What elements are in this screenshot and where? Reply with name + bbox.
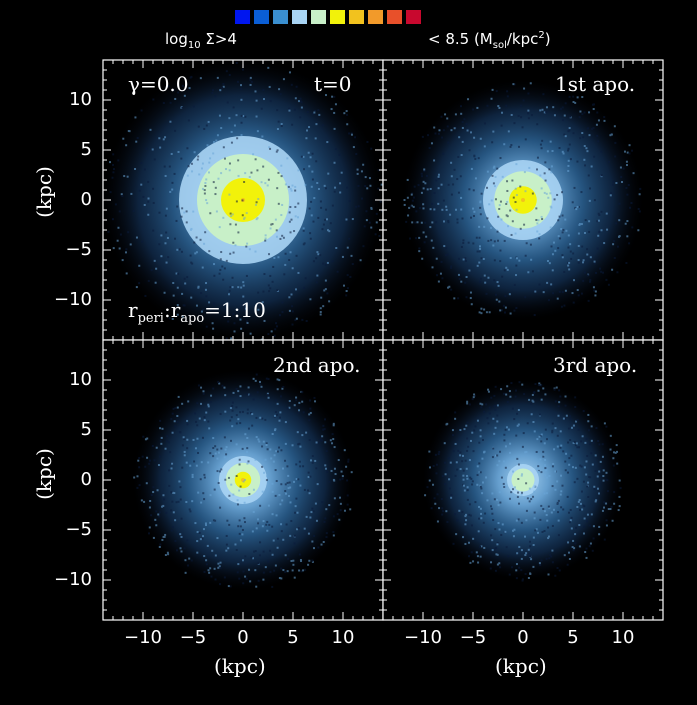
colorbar-swatch-0 (235, 10, 250, 24)
colorbar-label-right: < 8.5 (Msol/kpc2) (428, 30, 551, 51)
density-speckle (133, 373, 353, 588)
colorbar-swatch-6 (349, 10, 364, 24)
ticks (383, 340, 663, 620)
y-tick-label: 0 (80, 469, 92, 490)
panel-apo3 (382, 339, 664, 621)
panel-label-3rd-apo: 3rd apo. (553, 353, 638, 377)
y-tick-label: 0 (80, 189, 92, 210)
density-peak (521, 198, 525, 202)
y-tick-label: −5 (65, 519, 92, 540)
colorbar-swatch-2 (273, 10, 288, 24)
ticks (103, 340, 383, 620)
y-tick-label: −10 (54, 289, 92, 310)
x-tick-label: 5 (567, 627, 579, 648)
y-tick-label: 5 (80, 419, 92, 440)
density-speckle (403, 82, 642, 317)
colorbar-label-left: log10 Σ>4 (165, 30, 237, 51)
x-tick-label: 10 (611, 627, 635, 648)
colorbar (235, 10, 425, 24)
gamma-label: γ=0.0 (128, 72, 189, 96)
colorbar-swatch-7 (368, 10, 383, 24)
panel-t0 (102, 59, 384, 341)
y-tick-label: −10 (54, 569, 92, 590)
x-tick-label: −10 (404, 627, 442, 648)
colorbar-swatch-4 (311, 10, 326, 24)
colorbar-swatch-9 (406, 10, 421, 24)
x-axis-label-right: (kpc) (495, 654, 547, 678)
density-speckle (107, 61, 384, 341)
panel-label-2nd-apo: 2nd apo. (273, 353, 361, 377)
x-axis-label-left: (kpc) (214, 654, 266, 678)
ticks (103, 60, 383, 340)
x-tick-label: 0 (237, 627, 249, 648)
density-speckle (424, 381, 622, 582)
x-tick-label: 0 (517, 627, 529, 648)
panel-apo2 (102, 339, 384, 621)
colorbar-swatch-1 (254, 10, 269, 24)
colorbar-swatch-3 (292, 10, 307, 24)
orbit-ratio-label: rperi:rapo=1:10 (128, 298, 266, 326)
colorbar-swatch-8 (387, 10, 402, 24)
y-tick-label: 10 (69, 369, 92, 390)
x-tick-label: −5 (459, 627, 487, 648)
y-tick-label: 5 (80, 139, 92, 160)
density-level-light-green (511, 468, 535, 492)
x-tick-label: 5 (287, 627, 299, 648)
ticks (383, 60, 663, 340)
panel-apo1 (382, 59, 664, 341)
x-tick-label: −10 (124, 627, 162, 648)
x-tick-label: −5 (179, 627, 207, 648)
panel-label-1st-apo: 1st apo. (555, 72, 636, 96)
time-label: t=0 (314, 72, 352, 96)
y-tick-label: 10 (69, 89, 92, 110)
colorbar-swatch-5 (330, 10, 345, 24)
y-tick-label: −5 (65, 239, 92, 260)
x-tick-label: 10 (331, 627, 355, 648)
